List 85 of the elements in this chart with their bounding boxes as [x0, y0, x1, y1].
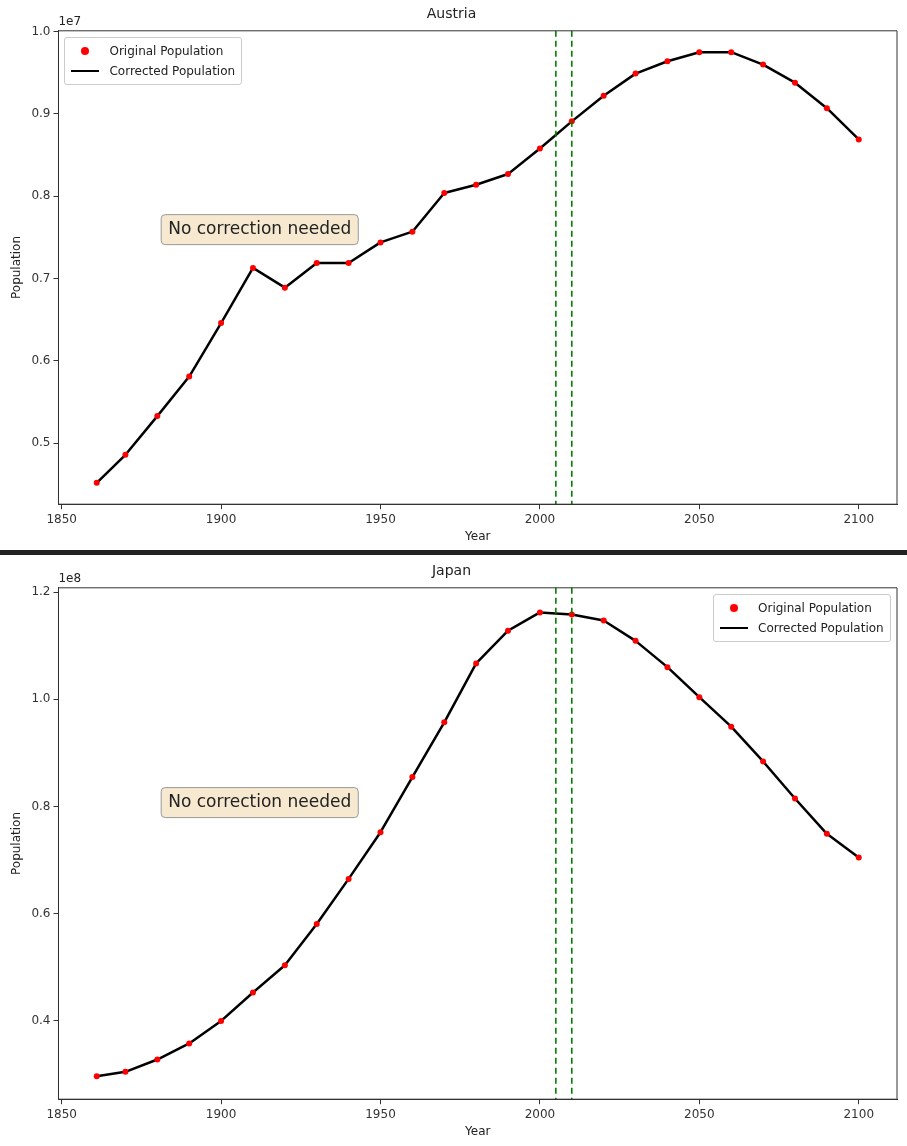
point: [281, 962, 288, 969]
point: [122, 1068, 129, 1075]
x-tick-label: 1900: [205, 511, 237, 526]
x-tick-label: 2000: [524, 511, 556, 526]
point: [249, 264, 256, 271]
point: [281, 284, 288, 291]
x-axis-title: Year: [464, 528, 491, 543]
x-axis-title: Year: [464, 1123, 491, 1138]
y-tick-label: 0.8: [31, 798, 51, 813]
point: [696, 49, 703, 56]
point: [154, 1056, 161, 1063]
y-tick-label: 0.8: [31, 188, 51, 203]
x-tick-label: 2100: [843, 511, 875, 526]
point: [218, 1017, 225, 1024]
point: [313, 259, 320, 266]
point: [823, 830, 830, 837]
x-tick-label: 1950: [365, 511, 396, 526]
point: [855, 854, 862, 861]
point: [536, 145, 543, 152]
point: [218, 320, 225, 327]
point: [186, 373, 193, 380]
y-tick-label: 1.0: [31, 691, 51, 706]
y-tick-label: 0.6: [31, 353, 51, 368]
point: [377, 239, 384, 246]
point: [186, 1040, 193, 1047]
y-tick-label: 0.4: [31, 1013, 51, 1028]
chart-title: Austria: [426, 5, 477, 22]
point: [823, 105, 830, 112]
annotation: No correction needed: [168, 791, 352, 812]
y-axis-title: Population: [9, 811, 24, 876]
text: 1e7: [58, 13, 82, 28]
y-tick-label: 1.2: [31, 584, 51, 599]
point: [345, 875, 352, 882]
point: [473, 660, 480, 667]
point: [441, 719, 448, 726]
point: [855, 136, 862, 143]
point: [632, 70, 639, 77]
legend-label: Original Population: [758, 600, 872, 615]
point: [600, 92, 607, 99]
x-tick-label: 1850: [46, 1106, 77, 1121]
point: [409, 774, 416, 781]
point: [93, 1073, 100, 1080]
legend-label: Corrected Population: [758, 620, 884, 635]
y-tick-label: 0.9: [31, 106, 51, 121]
chart-title: Japan: [430, 562, 472, 579]
y-axis-title: Population: [9, 235, 24, 300]
y-tick-label: 1.0: [31, 23, 51, 38]
y-tick-label: 0.5: [31, 435, 51, 450]
point: [409, 228, 416, 235]
point: [505, 627, 512, 634]
legend-label: Original Population: [109, 43, 224, 58]
x-tick-label: 1850: [46, 511, 77, 526]
y-tick-label: 0.7: [31, 270, 51, 285]
point: [122, 451, 129, 458]
x-tick-label: 2050: [684, 1106, 715, 1121]
point: [249, 989, 256, 996]
point: [728, 49, 735, 56]
annotation: No correction needed: [168, 218, 352, 239]
point: [791, 79, 798, 86]
point: [313, 920, 320, 927]
point: [505, 171, 512, 178]
point: [760, 61, 767, 68]
y-tick-label: 0.6: [31, 905, 51, 920]
point: [664, 58, 671, 65]
point: [696, 694, 703, 701]
point: [345, 259, 352, 266]
point: [632, 637, 639, 644]
point: [441, 189, 448, 196]
point: [154, 413, 161, 420]
x-tick-label: 2000: [524, 1106, 556, 1121]
legend-label: Corrected Population: [109, 63, 236, 78]
point: [664, 664, 671, 671]
point: [728, 723, 735, 730]
x-tick-label: 2050: [684, 511, 715, 526]
point: [600, 617, 607, 624]
point: [791, 795, 798, 802]
x-tick-label: 2100: [843, 1106, 875, 1121]
text: 1e8: [58, 570, 82, 585]
point: [93, 479, 100, 486]
point: [760, 758, 767, 765]
point: [536, 609, 543, 616]
x-tick-label: 1900: [205, 1106, 237, 1121]
point: [473, 181, 480, 188]
x-tick-label: 1950: [365, 1106, 396, 1121]
point: [377, 829, 384, 836]
